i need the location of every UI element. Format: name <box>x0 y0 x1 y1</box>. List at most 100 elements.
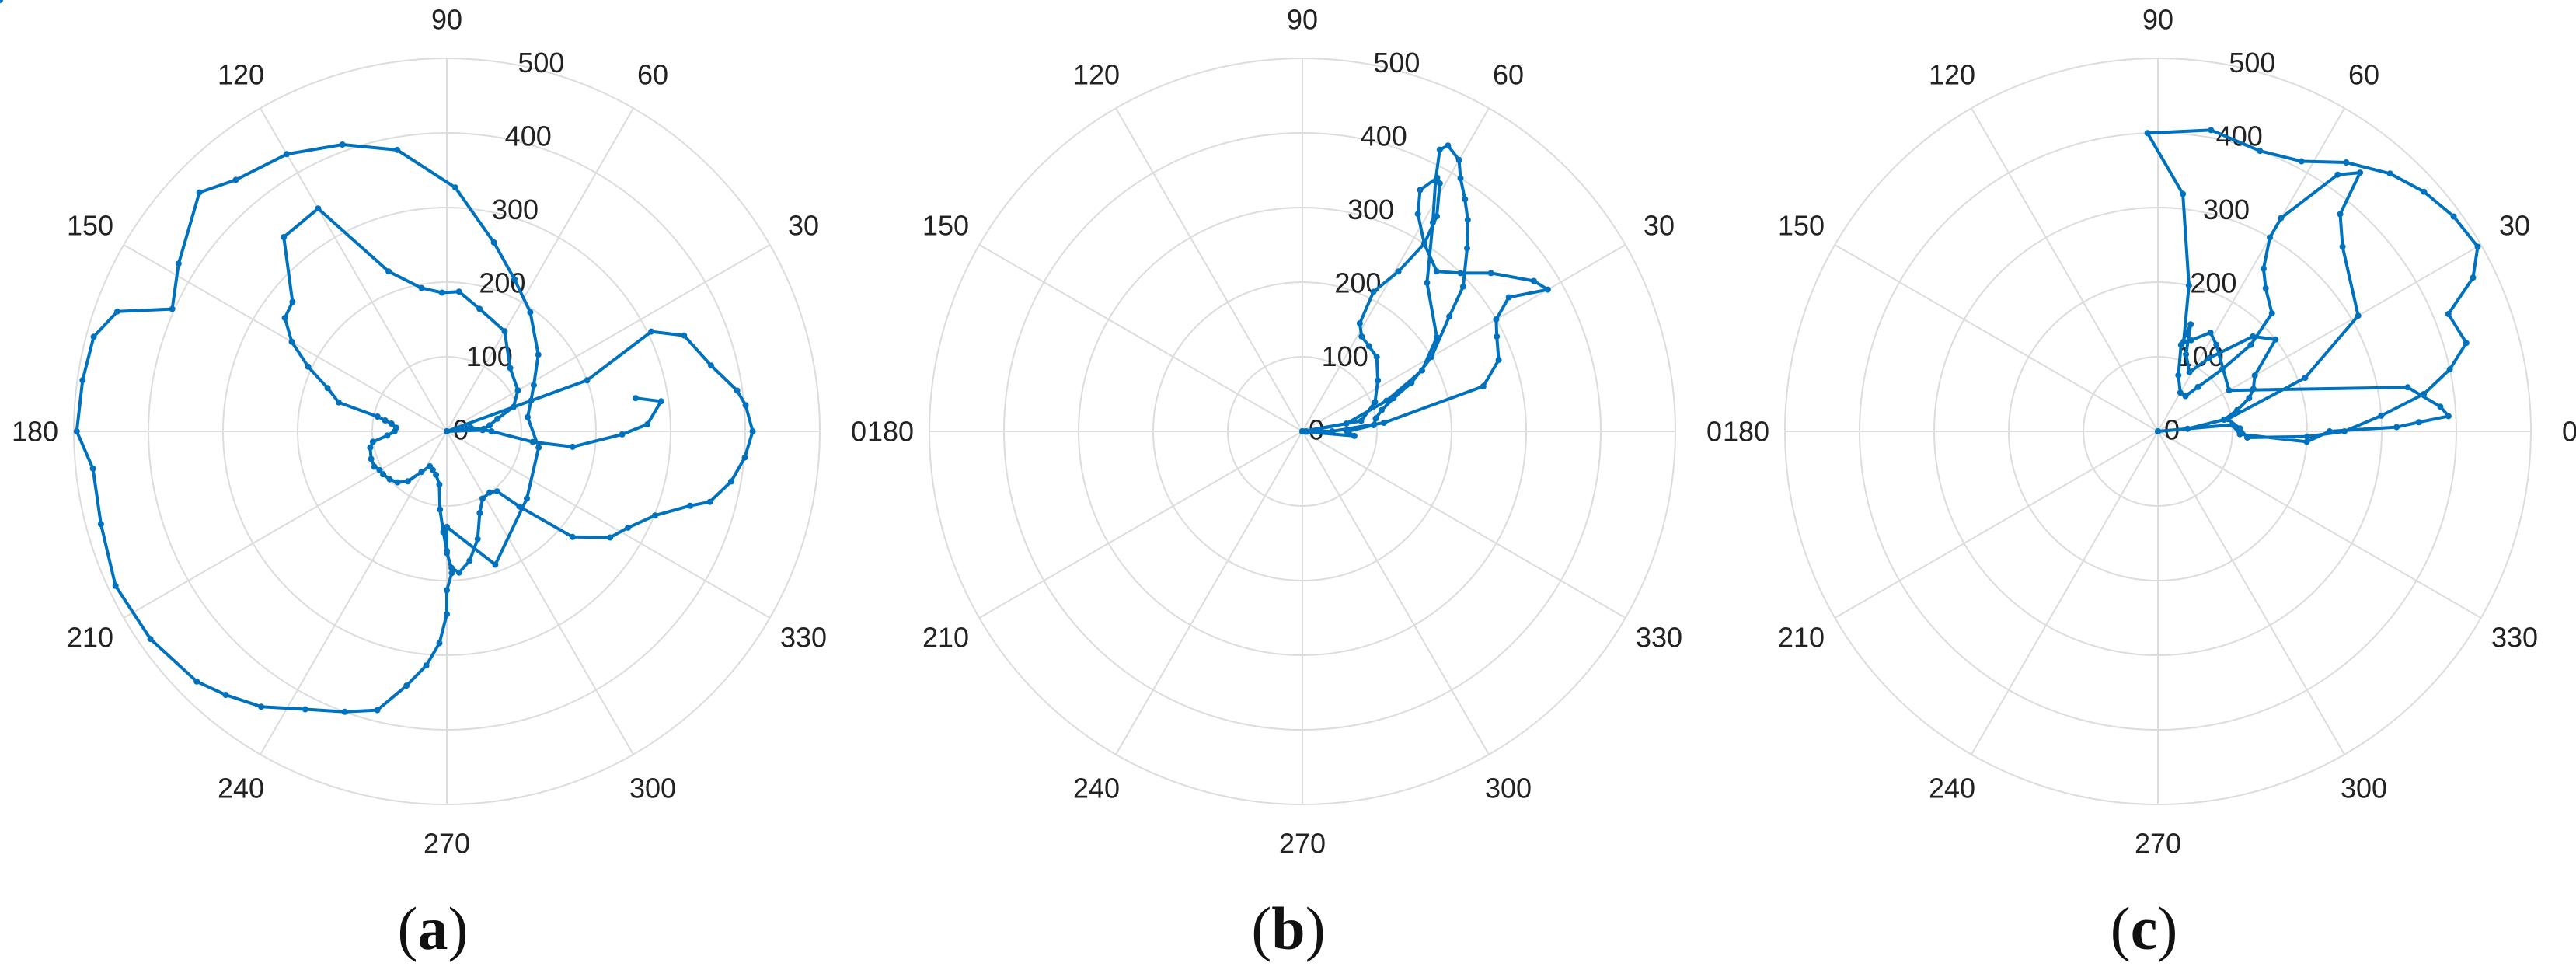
data-point <box>1417 187 1424 194</box>
angular-gridline <box>1302 244 1626 432</box>
data-point <box>2234 406 2240 413</box>
data-point <box>1432 177 1439 184</box>
theta-tick-label: 240 <box>218 772 264 804</box>
data-point <box>423 662 430 669</box>
angular-gridline <box>1834 431 2159 619</box>
data-point <box>388 420 395 427</box>
data-point <box>382 417 389 424</box>
data-point <box>607 534 614 541</box>
data-point <box>2194 383 2201 390</box>
data-point <box>648 328 655 335</box>
data-point <box>479 427 486 434</box>
data-point <box>570 443 576 450</box>
polar-chart-a: 0306090120150180210240270300330010020030… <box>0 0 866 860</box>
data-point <box>2219 366 2226 372</box>
polar-chart-c: 0306090120150180210240270300330010020030… <box>1723 4 2576 860</box>
data-point <box>2450 213 2457 220</box>
data-point <box>2183 351 2190 358</box>
angular-gridline <box>2157 244 2482 432</box>
data-point <box>2445 311 2452 317</box>
data-point <box>433 471 440 478</box>
data-point <box>112 582 119 589</box>
data-point <box>2182 393 2189 400</box>
theta-tick-label: 240 <box>1073 772 1120 804</box>
data-point <box>2303 438 2310 445</box>
theta-tick-label: 30 <box>1644 210 1675 242</box>
data-point <box>651 512 658 519</box>
data-point <box>749 428 756 434</box>
data-point <box>1379 406 1385 413</box>
data-point <box>339 141 346 148</box>
theta-tick-label: 90 <box>431 4 462 36</box>
data-point <box>1356 320 1363 326</box>
data-point <box>2337 211 2344 218</box>
data-point <box>492 561 499 568</box>
r-tick-label: 300 <box>1347 194 1394 225</box>
theta-tick-label: 330 <box>1636 622 1682 654</box>
data-point <box>474 536 481 543</box>
data-point <box>1459 283 1466 290</box>
data-point <box>1414 211 1421 218</box>
data-point <box>1344 428 1351 434</box>
data-point <box>2185 282 2192 289</box>
data-point <box>584 377 591 384</box>
data-point <box>2404 384 2411 391</box>
angular-gridline <box>978 244 1303 432</box>
angular-gridline <box>260 431 448 755</box>
theta-tick-label: 30 <box>788 210 819 242</box>
data-point <box>444 523 450 530</box>
data-point <box>466 557 473 564</box>
data-point <box>1383 397 1390 404</box>
data-point <box>302 706 308 713</box>
data-point <box>525 413 531 420</box>
data-point <box>524 495 530 502</box>
data-point <box>2437 403 2444 410</box>
data-point <box>444 587 450 594</box>
data-point <box>0 0 3 3</box>
data-point <box>1455 156 1462 163</box>
theta-tick-label: 120 <box>1929 59 1975 91</box>
panel-label-c: (c) <box>2110 895 2178 962</box>
panel-label-b: (b) <box>1251 895 1326 962</box>
theta-tick-label: 210 <box>1778 622 1825 654</box>
data-point <box>2144 130 2151 137</box>
data-point <box>467 424 474 431</box>
data-point <box>2421 188 2428 195</box>
angular-gridline <box>123 431 448 619</box>
data-point <box>380 471 386 478</box>
data-point <box>494 415 501 422</box>
data-point <box>2474 243 2481 250</box>
data-point <box>2341 428 2348 434</box>
data-point <box>1505 294 1512 301</box>
data-point <box>2415 419 2422 426</box>
data-point <box>89 465 96 472</box>
data-point <box>1530 277 1537 284</box>
data-point <box>2302 375 2309 381</box>
data-point <box>2303 433 2310 440</box>
data-point <box>2208 127 2215 134</box>
data-point <box>1365 343 1372 350</box>
angular-gridline <box>2157 431 2345 755</box>
data-point <box>2246 395 2253 402</box>
theta-tick-label: 120 <box>1073 59 1120 91</box>
data-point <box>501 328 508 335</box>
data-point <box>418 469 425 476</box>
data-point <box>374 707 381 714</box>
data-point <box>2445 413 2452 420</box>
data-point <box>514 387 521 394</box>
theta-tick-label: 120 <box>218 59 264 91</box>
data-point <box>1434 333 1440 340</box>
data-point <box>2236 431 2243 438</box>
theta-tick-label: 0 <box>2562 416 2576 448</box>
data-point <box>1433 268 1440 275</box>
data-point <box>341 708 348 715</box>
data-point <box>479 495 486 502</box>
angular-gridline <box>446 431 634 755</box>
theta-tick-label: 180 <box>12 416 58 448</box>
data-point <box>386 476 393 483</box>
data-point <box>529 438 536 445</box>
theta-tick-label: 90 <box>2142 4 2173 36</box>
theta-tick-label: 0 <box>851 416 866 448</box>
data-point <box>1446 313 1453 320</box>
r-tick-label: 100 <box>1322 340 1368 372</box>
